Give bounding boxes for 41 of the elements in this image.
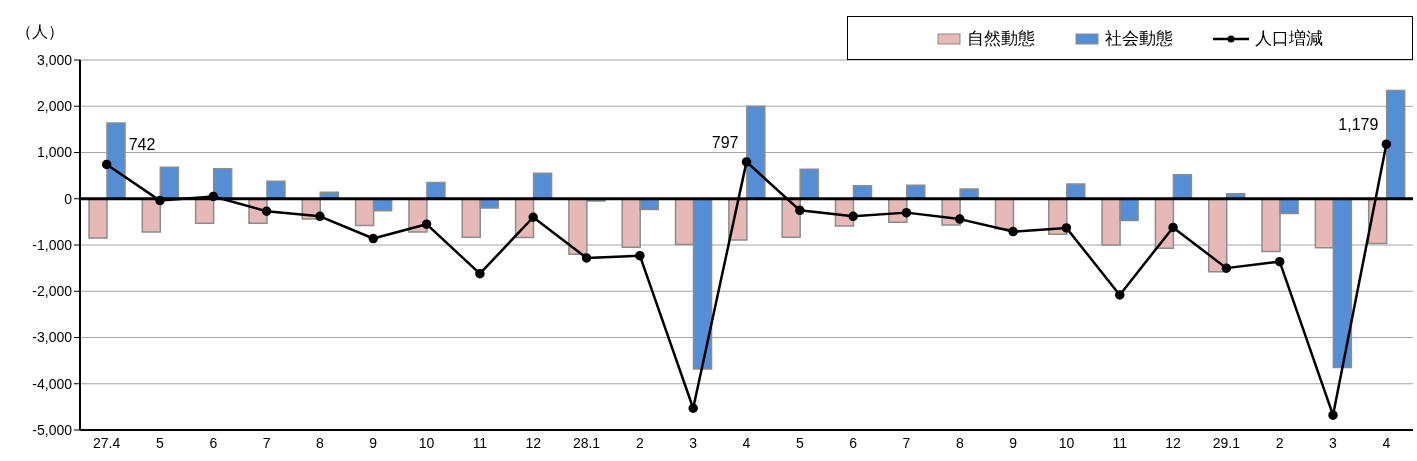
x-tick-label: 4	[742, 434, 751, 451]
legend-label: 自然動態	[967, 28, 1035, 50]
y-tick-label: -4,000	[32, 375, 73, 392]
x-tick-label: 3	[689, 434, 698, 451]
x-tick-label: 11	[472, 434, 488, 451]
x-tick-label: 2	[635, 434, 644, 451]
x-tick-label: 9	[369, 434, 378, 451]
data-label: 742	[128, 136, 156, 154]
x-tick-label: 27.4	[93, 434, 121, 451]
y-tick-label: 0	[64, 190, 73, 207]
x-tick-label: 6	[849, 434, 858, 451]
legend-label: 人口増減	[1255, 28, 1323, 50]
y-tick-label: -5,000	[32, 421, 73, 438]
legend-label: 社会動態	[1105, 28, 1173, 50]
x-tick-label: 12	[1165, 434, 1182, 451]
y-tick-label: 3,000	[36, 51, 73, 68]
x-tick-label: 10	[1058, 434, 1075, 451]
x-tick-label: 11	[1112, 434, 1128, 451]
x-tick-label: 8	[955, 434, 964, 451]
data-label: 1,179	[1338, 116, 1379, 134]
x-tick-label: 5	[156, 434, 165, 451]
x-tick-label: 2	[1275, 434, 1284, 451]
x-tick-label: 7	[262, 434, 271, 451]
x-tick-label: 8	[316, 434, 325, 451]
x-tick-label: 7	[902, 434, 911, 451]
y-axis-title: （人）	[16, 22, 64, 42]
x-tick-label: 29.1	[1212, 434, 1241, 451]
x-tick-label: 6	[209, 434, 218, 451]
y-tick-label: -1,000	[32, 236, 73, 253]
x-tick-label: 5	[795, 434, 804, 451]
x-tick-label: 28.1	[572, 434, 601, 451]
x-tick-label: 3	[1329, 434, 1338, 451]
y-tick-label: -2,000	[32, 283, 73, 300]
x-tick-label: 10	[418, 434, 435, 451]
x-tick-label: 9	[1009, 434, 1018, 451]
x-tick-label: 4	[1382, 434, 1391, 451]
y-tick-label: 1,000	[36, 144, 73, 161]
y-tick-label: -3,000	[32, 329, 73, 346]
y-tick-label: 2,000	[36, 98, 73, 115]
data-label: 797	[711, 133, 739, 151]
x-tick-label: 12	[525, 434, 542, 451]
